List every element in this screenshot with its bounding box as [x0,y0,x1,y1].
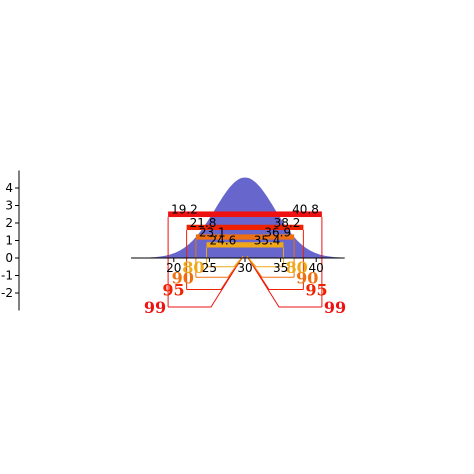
interval-low-label-90: 23.1 [199,225,226,239]
interval-bar-99 [168,211,322,218]
interval-low-label-99: 19.2 [171,202,198,216]
y-tick-label--2: -2 [1,286,13,300]
interval-low-label-80: 24.6 [210,233,237,247]
confidence-label-left-90: 90 [172,268,194,287]
x-tick-label-35: 35 [273,261,288,275]
x-tick-label-40: 40 [309,261,324,275]
interval-high-label-95: 38.2 [274,216,301,230]
y-tick-label--1: -1 [1,269,13,283]
y-tick-label-1: 1 [5,234,13,248]
confidence-label-left-95: 95 [162,281,184,300]
confidence-label-right-95: 95 [305,281,327,300]
interval-bracket-left-90 [195,255,244,278]
confidence-label-left-99: 99 [144,298,166,317]
x-tick-label-20: 20 [166,261,181,275]
x-tick-label-30: 30 [237,261,252,275]
confidence-label-left-80: 80 [182,258,204,277]
interval-bar-90 [195,234,295,240]
y-tick-label-2: 2 [5,216,13,230]
interval-high-label-99: 40.8 [292,202,319,216]
confidence-label-right-99: 99 [324,298,346,317]
label-layer: 19.2 40.8 99 99 21.8 38.2 95 95 23.1 36.9 90 90 24.6… [1,181,346,317]
interval-bar-80 [206,242,284,248]
y-tick-label-4: 4 [5,181,13,195]
y-tick-label-0: 0 [5,251,13,265]
interval-low-label-95: 21.8 [190,216,217,230]
confidence-label-right-90: 90 [296,268,318,287]
x-tick-label-25: 25 [202,261,217,275]
interval-high-label-80: 35.4 [254,233,281,247]
interval-bracket-left-80 [206,255,244,268]
interval-bar-95 [186,224,304,230]
axis-layer [15,170,345,311]
interval-bracket-right-80 [246,255,284,268]
interval-bracket-right-90 [246,255,295,278]
y-tick-label-3: 3 [5,199,13,213]
confidence-label-right-80: 80 [285,258,307,277]
interval-high-label-90: 36.9 [264,225,291,239]
